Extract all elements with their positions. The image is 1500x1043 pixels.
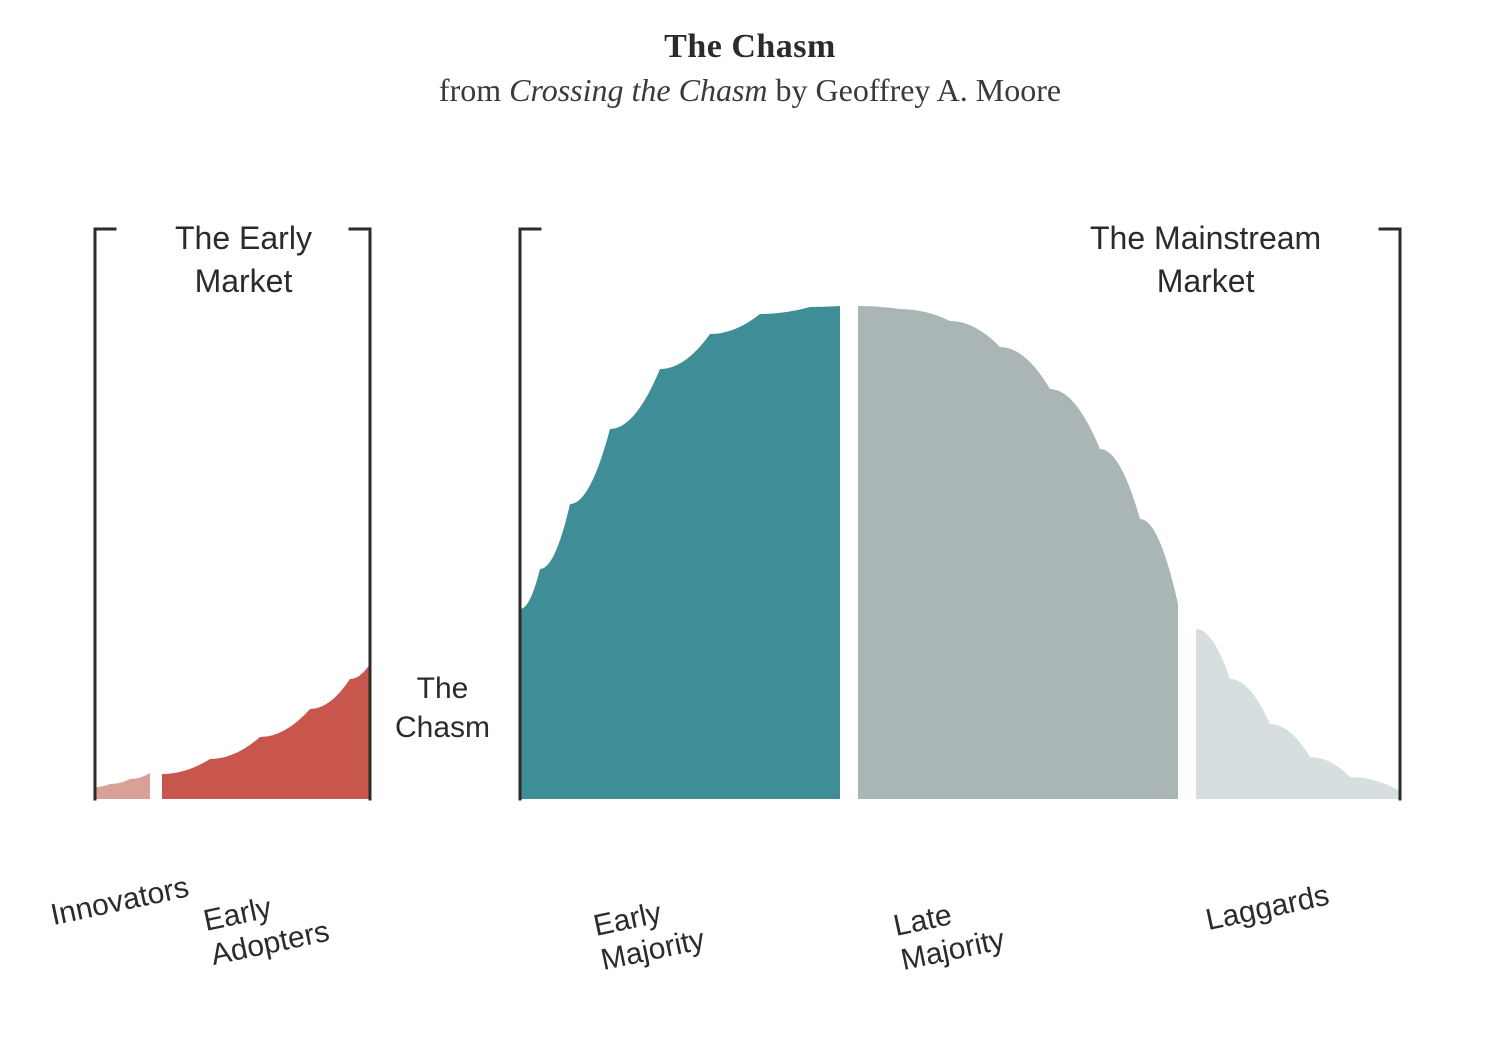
title-block: The Chasm from Crossing the Chasm by Geo… xyxy=(0,0,1500,109)
segment-early_majority xyxy=(520,306,840,799)
page-title: The Chasm xyxy=(0,28,1500,66)
subtitle-book: Crossing the Chasm xyxy=(509,72,767,108)
segment-laggards xyxy=(1196,629,1400,799)
page-subtitle: from Crossing the Chasm by Geoffrey A. M… xyxy=(0,72,1500,109)
segment-late_majority xyxy=(858,306,1178,799)
early-market-label: The Early Market xyxy=(175,217,312,303)
chasm-label: The Chasm xyxy=(395,669,490,747)
segment-early_adopters xyxy=(162,664,370,799)
segment-innovators xyxy=(95,773,150,799)
mainstream-market-label: The Mainstream Market xyxy=(1090,217,1321,303)
subtitle-suffix: by Geoffrey A. Moore xyxy=(768,72,1062,108)
chasm-diagram: The Early Market The Mainstream Market The… xyxy=(0,109,1500,1009)
subtitle-prefix: from xyxy=(439,72,509,108)
